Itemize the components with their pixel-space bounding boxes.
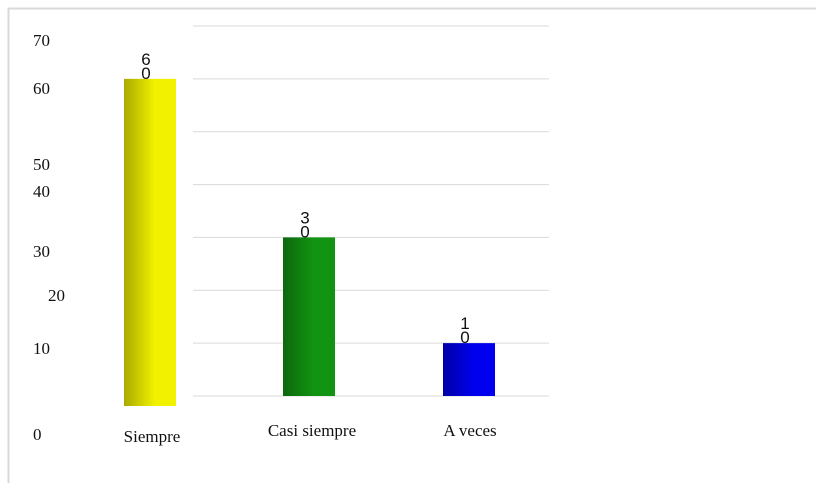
y-tick-label: 20 [48, 286, 65, 305]
x-tick-label: A veces [443, 421, 496, 440]
y-tick-label: 70 [33, 31, 50, 50]
y-tick-label: 50 [33, 155, 50, 174]
y-tick-label: 10 [33, 339, 50, 358]
x-tick-label: Siempre [124, 427, 181, 446]
bar-shade [443, 343, 495, 396]
y-tick-label: 40 [33, 182, 50, 201]
bar-shade [283, 237, 335, 396]
y-tick-label: 0 [33, 425, 42, 444]
bar-shade [124, 78, 176, 406]
x-tick-label: Casi siempre [268, 421, 356, 440]
y-tick-label: 60 [33, 79, 50, 98]
y-tick-label: 30 [33, 242, 50, 261]
